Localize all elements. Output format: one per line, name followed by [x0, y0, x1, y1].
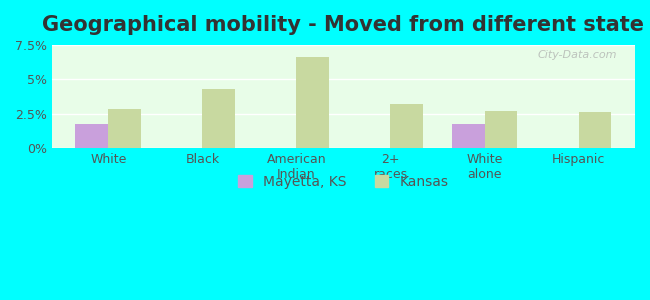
Title: Geographical mobility - Moved from different state: Geographical mobility - Moved from diffe…: [42, 15, 644, 35]
Bar: [391, 104, 423, 148]
Bar: [452, 124, 484, 148]
Bar: [578, 112, 612, 148]
Bar: [296, 57, 330, 148]
Bar: [109, 110, 141, 148]
Text: City-Data.com: City-Data.com: [538, 50, 617, 60]
Bar: [202, 89, 235, 148]
Bar: [75, 124, 109, 148]
Legend: Mayetta, KS, Kansas: Mayetta, KS, Kansas: [233, 169, 454, 194]
Bar: [484, 111, 517, 148]
